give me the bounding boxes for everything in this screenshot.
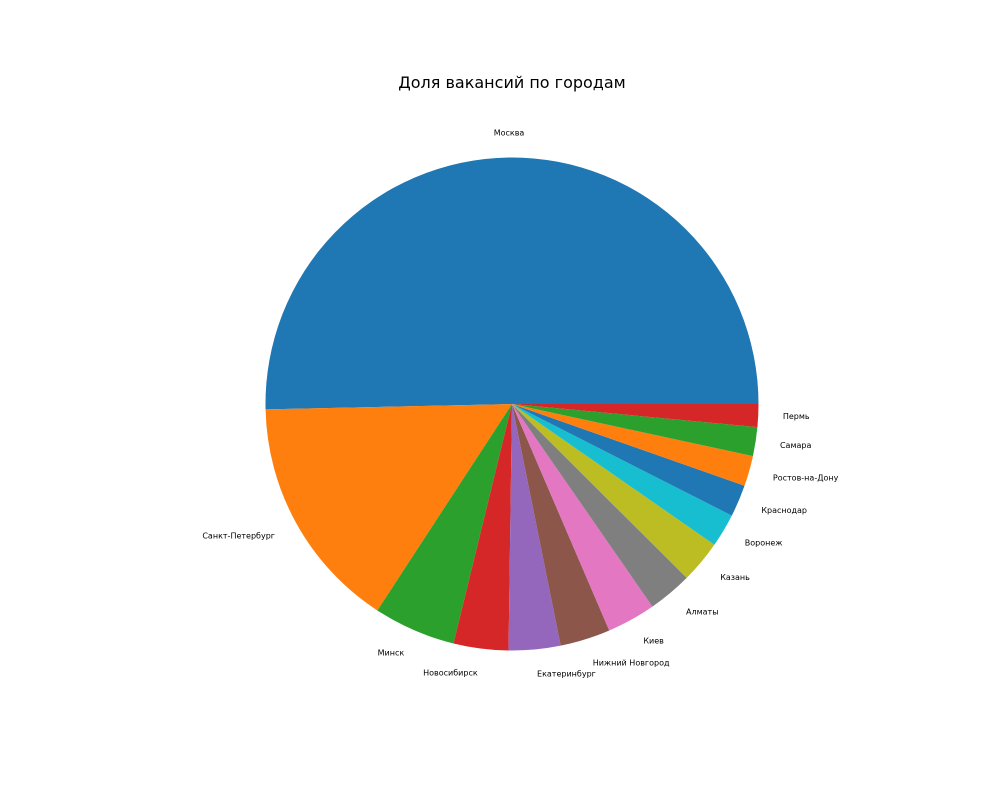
chart-title: Доля вакансий по городам [398, 73, 625, 92]
pie-slice-алматы [512, 404, 687, 607]
pie-slice-киев [512, 404, 653, 631]
pie-label-казань: Казань [720, 573, 750, 582]
pie-label-самара: Самара [780, 441, 812, 450]
pie-label-киев: Киев [643, 637, 664, 646]
pie-label-алматы: Алматы [686, 607, 719, 616]
pie-slice-ростов-на-дону [512, 404, 753, 486]
pie-label-ростов-на-дону: Ростов-на-Дону [773, 473, 839, 482]
pie-label-краснодар: Краснодар [761, 506, 807, 515]
pie-slice-пермь [512, 404, 759, 428]
pie-label-нижний-новгород: Нижний Новгород [593, 658, 670, 667]
pie-slice-самара [512, 404, 758, 457]
pie-slice-новосибирск [453, 404, 512, 651]
pie-slice-санкт-петербург [265, 404, 512, 611]
pie-label-санкт-петербург: Санкт-Петербург [202, 531, 275, 540]
pie-slice-краснодар [512, 404, 745, 516]
pie-label-воронеж: Воронеж [745, 539, 783, 548]
pie-label-пермь: Пермь [783, 412, 810, 421]
pie-slice-воронеж [512, 404, 732, 545]
pie-slice-екатеринбург [508, 404, 561, 651]
pie-label-екатеринбург: Екатеринбург [537, 669, 596, 678]
pie-slices [265, 157, 759, 651]
pie-label-москва: Москва [494, 128, 525, 137]
pie-label-новосибирск: Новосибирск [423, 668, 478, 677]
pie-slice-москва [265, 157, 759, 410]
pie-slice-минск [377, 404, 512, 644]
pie-labels: Москва Санкт-Петербург Минск Новосибирск Ека… [202, 128, 838, 678]
pie-slice-казань [512, 404, 715, 578]
pie-slice-нижний-новгород [512, 404, 610, 646]
pie-label-минск: Минск [378, 648, 405, 657]
